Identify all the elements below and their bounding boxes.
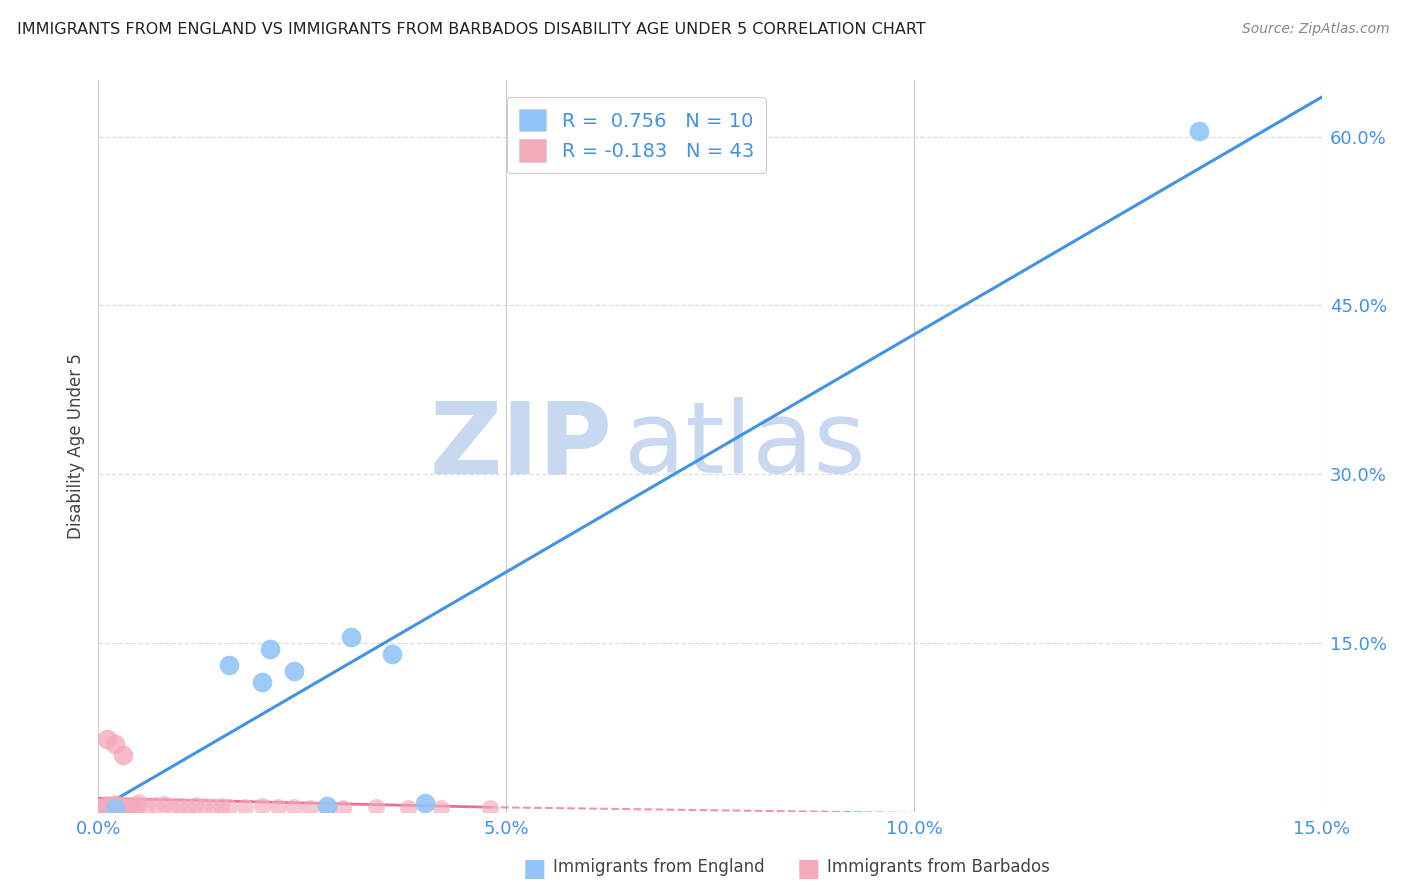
Text: ■: ■ [797,857,820,881]
Point [128,795,150,809]
Point [396,801,419,815]
Point [104,737,127,751]
Point [250,675,273,690]
Point [96,799,118,814]
Point [87,801,110,815]
Point [315,799,337,814]
Point [283,800,305,814]
Point [96,800,118,814]
Point [430,801,453,815]
Point [120,800,142,814]
Point [96,802,118,816]
Point [250,799,273,814]
Point [160,800,183,814]
Point [299,801,322,815]
Point [96,797,118,811]
Point [283,664,305,678]
Point [136,799,159,814]
Point [332,801,354,815]
Point [218,800,240,814]
Point [104,801,127,815]
Text: ZIP: ZIP [429,398,612,494]
Point [104,797,127,812]
Text: atlas: atlas [624,398,866,494]
Point [111,801,134,815]
Point [209,799,232,814]
Point [104,799,127,814]
Point [315,800,337,814]
Y-axis label: Disability Age Under 5: Disability Age Under 5 [66,353,84,539]
Point [218,658,240,673]
Point [87,802,110,816]
Point [111,748,134,763]
Text: ■: ■ [523,857,546,881]
Point [340,630,363,644]
Point [233,800,256,814]
Point [478,801,501,815]
Point [128,797,150,812]
Point [120,802,142,816]
Point [96,731,118,746]
Point [104,796,127,810]
Text: Source: ZipAtlas.com: Source: ZipAtlas.com [1241,22,1389,37]
Point [169,799,191,814]
Point [145,797,167,812]
Point [104,801,127,815]
Point [111,799,134,814]
Point [111,800,134,814]
Point [201,800,224,814]
Point [177,800,200,814]
Point [364,800,387,814]
Point [111,797,134,812]
Point [186,797,208,812]
Point [259,641,281,656]
Point [193,799,215,814]
Point [1188,124,1211,138]
Point [413,796,436,810]
Point [267,800,290,814]
Point [120,799,142,814]
Legend: R =  0.756   N = 10, R = -0.183   N = 43: R = 0.756 N = 10, R = -0.183 N = 43 [508,97,766,173]
Point [152,797,174,811]
Text: Immigrants from England: Immigrants from England [553,858,765,876]
Text: IMMIGRANTS FROM ENGLAND VS IMMIGRANTS FROM BARBADOS DISABILITY AGE UNDER 5 CORRE: IMMIGRANTS FROM ENGLAND VS IMMIGRANTS FR… [17,22,925,37]
Text: Immigrants from Barbados: Immigrants from Barbados [827,858,1050,876]
Point [381,647,404,661]
Point [87,800,110,814]
Point [96,801,118,815]
